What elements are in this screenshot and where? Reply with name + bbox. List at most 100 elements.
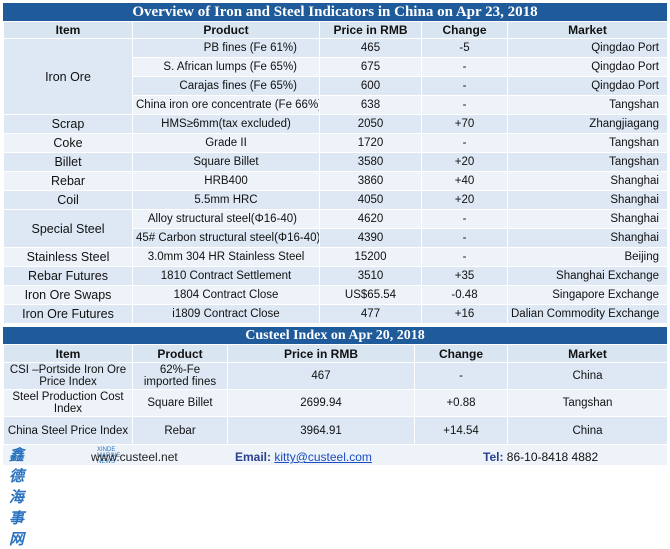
- table-row: CSI –Portside Iron Ore Price Index 62%-F…: [3, 362, 668, 390]
- header-market: Market: [507, 344, 668, 363]
- table-row: China Steel Price Index Rebar 3964.91 +1…: [3, 416, 668, 445]
- header-item: Item: [3, 21, 133, 39]
- table1-title: Overview of Iron and Steel Indicators in…: [3, 3, 667, 21]
- row-product: Square Billet: [132, 152, 320, 172]
- row-market: Qingdao Port: [507, 57, 668, 77]
- row-product: Rebar: [132, 416, 228, 445]
- email-contact: Email: kitty@custeel.com: [235, 450, 372, 464]
- row-product: HRB400: [132, 171, 320, 191]
- row-change: -: [421, 209, 508, 229]
- table-row: Steel Production Cost Index Square Bille…: [3, 389, 668, 417]
- row-price: 3580: [319, 152, 422, 172]
- table-row: Special Steel Alloy structural steel(Φ16…: [3, 209, 668, 248]
- header-product: Product: [132, 21, 320, 39]
- table-row: Iron Ore Futures i1809 Contract Close 47…: [3, 304, 668, 324]
- header-price: Price in RMB: [227, 344, 415, 363]
- row-price: 2699.94: [227, 389, 415, 417]
- row-market: Qingdao Port: [507, 38, 668, 58]
- email-label: Email:: [235, 450, 272, 464]
- row-market: Dalian Commodity Exchange: [507, 304, 668, 324]
- footer: 鑫德海事网 XINDE MARINE NEWS www.custeel.net …: [3, 445, 667, 548]
- row-change: -: [414, 362, 508, 390]
- row-market: Tangshan: [507, 152, 668, 172]
- header-product: Product: [132, 344, 228, 363]
- row-price: 465: [319, 38, 422, 58]
- row-market: Zhangjiagang: [507, 114, 668, 134]
- table-row: Iron Ore PB fines (Fe 61%) 465 -5 Qingda…: [3, 38, 668, 115]
- table-row: Rebar HRB400 3860 +40 Shanghai: [3, 171, 668, 191]
- table-row: Carajas fines (Fe 65%) 600 - Qingdao Por…: [4, 76, 668, 96]
- row-change: -5: [421, 38, 508, 58]
- row-market: Shanghai: [507, 171, 668, 191]
- row-market: Shanghai Exchange: [507, 266, 668, 286]
- row-change: +0.88: [414, 389, 508, 417]
- row-price: 4050: [319, 190, 422, 210]
- table-row: S. African lumps (Fe 65%) 675 - Qingdao …: [4, 57, 668, 77]
- row-market: Tangshan: [507, 95, 668, 115]
- table-row: Coke Grade II 1720 - Tangshan: [3, 133, 668, 153]
- row-product: Square Billet: [132, 389, 228, 417]
- row-change: +40: [421, 171, 508, 191]
- header-market: Market: [507, 21, 668, 39]
- table-row: Coil 5.5mm HRC 4050 +20 Shanghai: [3, 190, 668, 210]
- row-market: Shanghai: [507, 228, 668, 248]
- row-price: 600: [319, 76, 422, 96]
- row-item: Coke: [3, 133, 133, 153]
- row-product: China iron ore concentrate (Fe 66%): [132, 95, 320, 115]
- row-item: China Steel Price Index: [3, 416, 133, 445]
- row-market: Qingdao Port: [507, 76, 668, 96]
- row-item: Rebar Futures: [3, 266, 133, 286]
- header-price: Price in RMB: [319, 21, 422, 39]
- tel-label: Tel:: [483, 450, 504, 464]
- row-product: HMS≥6mm(tax excluded): [132, 114, 320, 134]
- row-price: 3510: [319, 266, 422, 286]
- logo-subtitle: XINDE MARINE NEWS: [97, 447, 121, 465]
- row-change: -: [421, 228, 508, 248]
- row-change: -: [421, 133, 508, 153]
- row-change: -: [421, 95, 508, 115]
- row-price: 2050: [319, 114, 422, 134]
- row-product: 3.0mm 304 HR Stainless Steel: [132, 247, 320, 267]
- row-item: Coil: [3, 190, 133, 210]
- table2-title: Custeel Index on Apr 20, 2018: [3, 327, 667, 344]
- header-item: Item: [3, 344, 133, 363]
- row-market: Beijing: [507, 247, 668, 267]
- row-market: China: [507, 362, 668, 390]
- row-market: Singapore Exchange: [507, 285, 668, 305]
- row-price: 1720: [319, 133, 422, 153]
- table-row: Billet Square Billet 3580 +20 Tangshan: [3, 152, 668, 172]
- table1-header-row: Item Product Price in RMB Change Market: [3, 21, 668, 39]
- table-row: Iron Ore Swaps 1804 Contract Close US$65…: [3, 285, 668, 305]
- row-price: 3964.91: [227, 416, 415, 445]
- row-change: -: [421, 76, 508, 96]
- row-item: Billet: [3, 152, 133, 172]
- row-product: 5.5mm HRC: [132, 190, 320, 210]
- row-item: Rebar: [3, 171, 133, 191]
- row-item: Iron Ore Swaps: [3, 285, 133, 305]
- row-item: Steel Production Cost Index: [3, 389, 133, 417]
- indicators-table: Item Product Price in RMB Change Market …: [3, 21, 668, 324]
- row-change: +35: [421, 266, 508, 286]
- table-row: Stainless Steel 3.0mm 304 HR Stainless S…: [3, 247, 668, 267]
- email-link[interactable]: kitty@custeel.com: [274, 450, 372, 464]
- row-product: 1810 Contract Settlement: [132, 266, 320, 286]
- row-product: i1809 Contract Close: [132, 304, 320, 324]
- row-market: Shanghai: [507, 209, 668, 229]
- header-change: Change: [414, 344, 508, 363]
- row-price: 675: [319, 57, 422, 77]
- row-price: US$65.54: [319, 285, 422, 305]
- row-change: +20: [421, 152, 508, 172]
- website-link[interactable]: www.custeel.net: [91, 450, 178, 464]
- header-change: Change: [421, 21, 508, 39]
- table-row: Rebar Futures 1810 Contract Settlement 3…: [3, 266, 668, 286]
- row-product: Grade II: [132, 133, 320, 153]
- row-product: S. African lumps (Fe 65%): [132, 57, 320, 77]
- tel-number: 86-10-8418 4882: [506, 450, 599, 464]
- row-price: 467: [227, 362, 415, 390]
- row-item: CSI –Portside Iron Ore Price Index: [3, 362, 133, 390]
- row-product: Alloy structural steel(Φ16-40): [132, 209, 320, 229]
- row-item: Iron Ore Futures: [3, 304, 133, 324]
- row-product: PB fines (Fe 61%): [132, 38, 320, 58]
- row-item: Special Steel: [3, 209, 133, 248]
- row-change: +16: [421, 304, 508, 324]
